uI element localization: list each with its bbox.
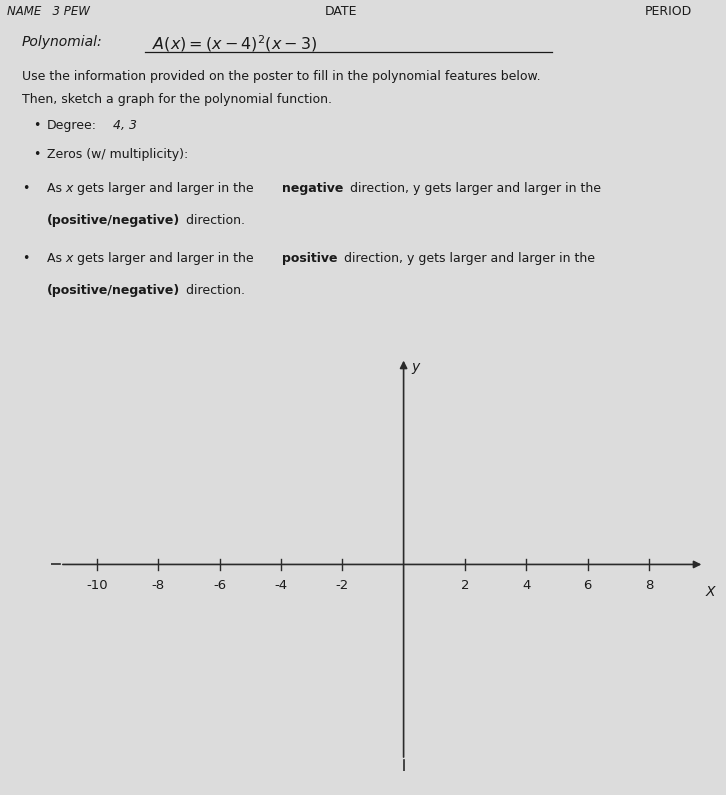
Text: gets larger and larger in the: gets larger and larger in the [73,252,257,265]
Text: Use the information provided on the poster to fill in the polynomial features be: Use the information provided on the post… [22,70,540,83]
Text: direction.: direction. [182,215,245,227]
Text: -2: -2 [335,580,349,592]
Text: 2: 2 [461,580,469,592]
Text: -8: -8 [152,580,165,592]
Text: NAME   3 PEW: NAME 3 PEW [7,5,90,18]
Text: 4, 3: 4, 3 [113,118,136,131]
Text: 6: 6 [584,580,592,592]
Text: negative: negative [282,182,343,195]
Text: (positive/negative): (positive/negative) [47,285,181,297]
Text: gets larger and larger in the: gets larger and larger in the [73,182,257,195]
Text: x: x [65,252,73,265]
Text: Then, sketch a graph for the polynomial function.: Then, sketch a graph for the polynomial … [22,94,332,107]
Text: direction, y gets larger and larger in the: direction, y gets larger and larger in t… [346,182,600,195]
Text: -4: -4 [274,580,287,592]
Text: Degree:: Degree: [47,118,97,131]
Text: x: x [65,182,73,195]
Text: PERIOD: PERIOD [644,5,692,18]
Text: 4: 4 [522,580,531,592]
Text: •: • [33,118,40,131]
Text: DATE: DATE [325,5,357,18]
Text: (positive/negative): (positive/negative) [47,215,181,227]
Text: •: • [22,252,29,265]
Text: Zeros (w/ multiplicity):: Zeros (w/ multiplicity): [47,148,189,161]
Text: $\it{A(x)=(x-4)^{2}(x-3)}$: $\it{A(x)=(x-4)^{2}(x-3)}$ [152,33,318,54]
Text: -6: -6 [213,580,226,592]
Text: positive: positive [282,252,337,265]
Text: -10: -10 [86,580,107,592]
Text: direction, y gets larger and larger in the: direction, y gets larger and larger in t… [340,252,595,265]
Text: As: As [47,182,66,195]
Text: •: • [33,148,40,161]
Text: As: As [47,252,66,265]
Text: 8: 8 [645,580,653,592]
Text: Polynomial:: Polynomial: [22,35,102,49]
Text: •: • [22,182,29,195]
Text: direction.: direction. [182,285,245,297]
Text: X: X [706,585,715,599]
Text: y: y [411,359,420,374]
